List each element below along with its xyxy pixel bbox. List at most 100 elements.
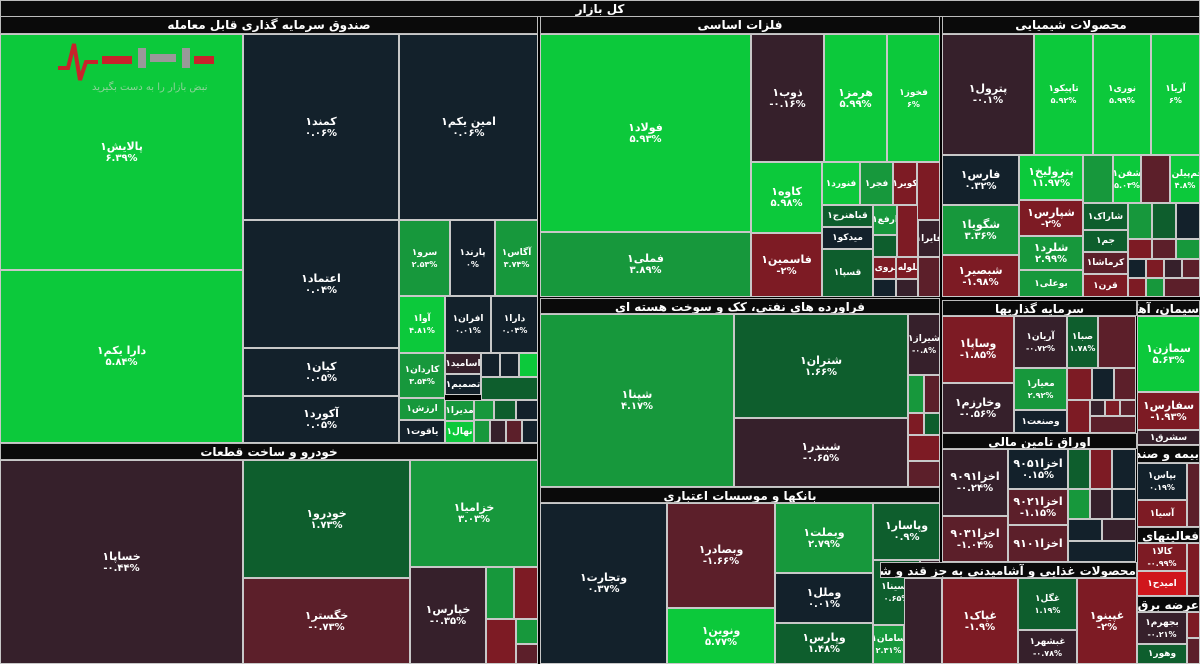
- stock-tile[interactable]: کرماشا۱: [1083, 252, 1128, 274]
- stock-tile[interactable]: میدکو۱: [822, 227, 873, 249]
- stock-tile[interactable]: آگاس۱ ۳.۷۴%: [495, 220, 538, 296]
- stock-tile[interactable]: پترولیخ۱ ۱۱.۹۷%: [1019, 155, 1083, 200]
- stock-tile-small[interactable]: [1068, 489, 1090, 519]
- stock-tile[interactable]: امین یکم۱ ۰.۰۶%: [399, 34, 538, 220]
- stock-tile-small[interactable]: [1128, 278, 1146, 297]
- stock-tile-small[interactable]: [1128, 203, 1152, 239]
- stock-tile[interactable]: سمازن۱ ۵.۶۳%: [1137, 316, 1200, 392]
- stock-tile[interactable]: ذوب۱ -۰.۱۶%: [751, 34, 824, 162]
- sector-header[interactable]: بانکها و موسسات اعتباری: [540, 487, 940, 503]
- stock-tile[interactable]: هرمز۱ ۵.۹۹%: [824, 34, 887, 162]
- sector-header[interactable]: محصولات شیمیایی: [942, 16, 1200, 34]
- stock-tile[interactable]: خساپا۱ -۰.۴۴%: [0, 460, 243, 664]
- stock-tile[interactable]: شپنا۱ ۴.۱۷%: [540, 314, 734, 487]
- stock-tile-small[interactable]: [1067, 400, 1090, 433]
- stock-tile[interactable]: صبا۱ ۱.۷۸%: [1067, 316, 1098, 368]
- stock-tile-small[interactable]: [494, 400, 516, 420]
- stock-tile[interactable]: آکورد۱ ۰.۰۵%: [243, 396, 399, 443]
- stock-tile[interactable]: مدیرا۱: [445, 400, 474, 421]
- stock-tile[interactable]: شیراز۱ -۰.۸%: [908, 314, 940, 375]
- stock-tile-small[interactable]: [1083, 155, 1113, 203]
- stock-tile-small[interactable]: [1090, 416, 1136, 433]
- stock-tile-small[interactable]: [904, 578, 942, 664]
- sector-header[interactable]: خودرو و ساخت قطعات: [0, 443, 538, 460]
- stock-tile-small[interactable]: [908, 375, 924, 413]
- stock-tile-small[interactable]: [1090, 400, 1105, 416]
- stock-tile[interactable]: دارا یکم۱ ۵.۸۴%: [0, 270, 243, 443]
- stock-tile[interactable]: آسیا۱: [1137, 500, 1187, 527]
- stock-tile-small[interactable]: [474, 420, 490, 443]
- sector-header[interactable]: فراورده های نفتی، کک و سوخت هسته ای: [540, 298, 940, 314]
- stock-tile-small[interactable]: [1164, 259, 1182, 278]
- stock-tile[interactable]: شفن۱ ۵.۰۳%: [1113, 155, 1141, 203]
- sector-header[interactable]: سیمان، آهک و گچ: [1137, 300, 1200, 316]
- stock-tile-small[interactable]: [924, 375, 940, 413]
- stock-tile[interactable]: کاوه۱ ۵.۹۸%: [751, 162, 822, 233]
- stock-tile-small[interactable]: [896, 279, 918, 297]
- stock-tile-small[interactable]: [1187, 543, 1200, 596]
- stock-tile[interactable]: سشرق۱: [1137, 430, 1200, 445]
- stock-tile-small[interactable]: [873, 279, 896, 297]
- stock-tile-small[interactable]: [490, 420, 506, 443]
- stock-tile[interactable]: فاسمین۱ -۲%: [751, 233, 822, 297]
- stock-tile[interactable]: آوا۱ ۴.۸۱%: [399, 296, 445, 353]
- stock-tile[interactable]: بپاس۱ ۰.۱۹%: [1137, 463, 1187, 500]
- stock-tile-small[interactable]: [1164, 278, 1200, 297]
- stock-tile-small[interactable]: [514, 567, 538, 619]
- stock-tile[interactable]: کیان۱ ۰.۰۵%: [243, 348, 399, 396]
- stock-tile-small[interactable]: [1141, 155, 1170, 203]
- stock-tile[interactable]: اعتماد۱ ۰.۰۴%: [243, 220, 399, 348]
- stock-tile-small[interactable]: [500, 353, 519, 377]
- stock-tile[interactable]: بجهرم۱ -۰.۲۱%: [1137, 612, 1187, 644]
- stock-tile[interactable]: وصنعت۱: [1014, 410, 1067, 433]
- stock-tile[interactable]: بوعلی۱: [1019, 270, 1083, 297]
- stock-tile[interactable]: وپارس۱ ۱.۴۸%: [775, 623, 873, 664]
- stock-tile[interactable]: آریا۱ ۶%: [1151, 34, 1200, 155]
- stock-tile[interactable]: فایرا۱: [918, 220, 940, 257]
- stock-tile-small[interactable]: [918, 257, 940, 297]
- stock-tile[interactable]: خودرو۱ ۱.۷۳%: [243, 460, 410, 578]
- stock-tile-small[interactable]: [1146, 259, 1164, 278]
- stock-tile[interactable]: آریان۱ -۰.۷۲%: [1014, 316, 1067, 368]
- stock-tile[interactable]: اخزا۹۱۰۱: [1008, 525, 1068, 562]
- stock-tile[interactable]: اخزا۹۰۳۱ -۱.۰۴%: [942, 516, 1008, 562]
- sector-header[interactable]: فلزات اساسی: [540, 16, 940, 34]
- stock-tile[interactable]: سفارس۱ -۱.۹۳%: [1137, 392, 1200, 430]
- stock-tile[interactable]: اخزا۹۰۲۱ -۱.۱۵%: [1008, 489, 1068, 525]
- stock-tile-small[interactable]: [481, 377, 538, 400]
- stock-tile-small[interactable]: [1187, 463, 1200, 527]
- stock-tile[interactable]: فملی۱ ۳.۸۹%: [540, 232, 751, 297]
- stock-tile[interactable]: وپاسار۱ ۰.۹%: [873, 503, 940, 560]
- stock-tile[interactable]: پارند۱ ۰%: [450, 220, 495, 296]
- stock-tile[interactable]: امیدح۱: [1137, 571, 1187, 596]
- sector-header[interactable]: بیمه و صندوق بازنشستگی به جز تامین اجتما…: [1137, 445, 1200, 463]
- stock-tile[interactable]: کالا۱ -۰.۹۹%: [1137, 543, 1187, 571]
- stock-tile-small[interactable]: [908, 435, 940, 461]
- stock-tile[interactable]: شتران۱ ۱.۶۶%: [734, 314, 908, 418]
- stock-tile-small[interactable]: [1152, 239, 1176, 259]
- stock-tile-small[interactable]: [1187, 612, 1200, 638]
- stock-tile-small[interactable]: [1128, 239, 1152, 259]
- stock-tile-small[interactable]: [1128, 259, 1146, 278]
- stock-tile[interactable]: شبندر۱ -۰.۶۵%: [734, 418, 908, 487]
- sector-header[interactable]: عرضه برق، گاز، بخاروآب گرم: [1137, 596, 1200, 612]
- stock-tile-small[interactable]: [924, 413, 940, 435]
- stock-tile[interactable]: پالایش۱ ۶.۳۹%: [0, 34, 243, 270]
- stock-tile[interactable]: فولاد۱ ۵.۹۳%: [540, 34, 751, 232]
- stock-tile[interactable]: وتجارت۱ ۰.۳۷%: [540, 503, 667, 664]
- stock-tile-small[interactable]: [486, 567, 514, 619]
- stock-tile[interactable]: نوری۱ ۵.۹۹%: [1093, 34, 1151, 155]
- stock-tile-small[interactable]: [516, 644, 538, 664]
- stock-tile[interactable]: وخارزم۱ -۰.۵۶%: [942, 383, 1014, 433]
- stock-tile-small[interactable]: [481, 353, 500, 377]
- stock-tile-small[interactable]: [1182, 259, 1200, 278]
- stock-tile[interactable]: وملل۱ ۰.۰۱%: [775, 573, 873, 623]
- stock-tile-small[interactable]: [1112, 449, 1136, 489]
- stock-tile[interactable]: ونوین۱ ۵.۷۷%: [667, 608, 775, 664]
- stock-tile-small[interactable]: [1105, 400, 1120, 416]
- sector-header[interactable]: فعالیتهای کمکی به نهادهای مالی واسط: [1137, 527, 1200, 543]
- stock-tile[interactable]: یاقوت۱: [399, 420, 445, 443]
- stock-tile[interactable]: فخوز۱ ۶%: [887, 34, 940, 162]
- stock-tile[interactable]: غگل۱ ۱.۱۹%: [1018, 578, 1077, 630]
- stock-tile-small[interactable]: [1092, 368, 1114, 400]
